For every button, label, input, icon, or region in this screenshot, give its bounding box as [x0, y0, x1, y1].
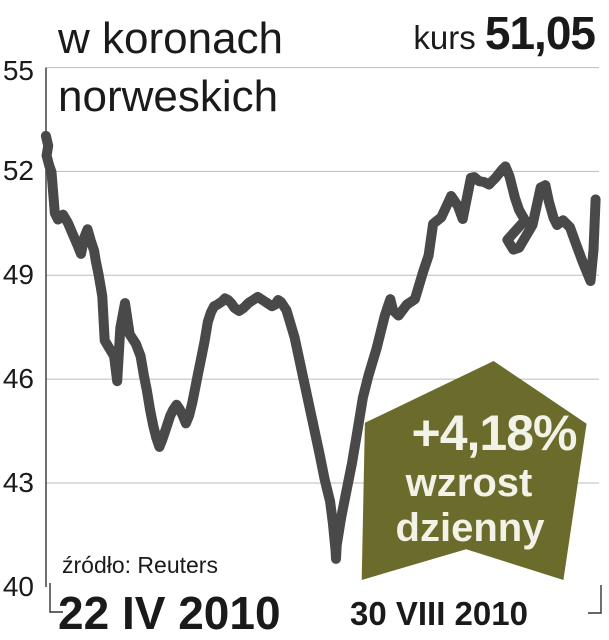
svg-text:wzrost: wzrost: [405, 461, 533, 505]
svg-text:+4,18%: +4,18%: [412, 405, 578, 461]
svg-text:dzienny: dzienny: [396, 506, 546, 550]
